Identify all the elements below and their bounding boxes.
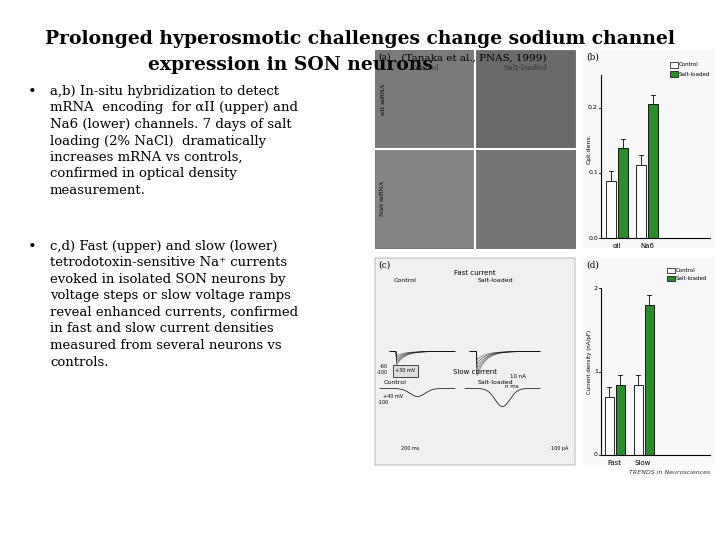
Text: a,b) In-situ hybridization to detect: a,b) In-situ hybridization to detect	[50, 85, 279, 98]
Text: Opt.dens.: Opt.dens.	[587, 134, 592, 164]
Bar	[393, 364, 418, 376]
Text: Fast: Fast	[607, 460, 621, 466]
Text: (b): (b)	[586, 53, 599, 62]
Text: 2: 2	[594, 286, 598, 291]
Text: Slow current: Slow current	[453, 368, 497, 375]
Bar	[636, 165, 646, 238]
Text: Salt-loaded: Salt-loaded	[477, 381, 513, 386]
Bar	[634, 385, 642, 455]
Text: +40 mV: +40 mV	[383, 395, 403, 400]
Bar	[376, 51, 474, 148]
Text: reveal enhanced currents, confirmed: reveal enhanced currents, confirmed	[50, 306, 298, 319]
Bar	[583, 50, 715, 248]
Text: (Tanaka et al., PNAS, 1999): (Tanaka et al., PNAS, 1999)	[398, 54, 546, 63]
Text: Slow: Slow	[635, 460, 651, 466]
Text: 100 pA: 100 pA	[552, 446, 569, 451]
Text: •: •	[28, 240, 37, 254]
Text: Na6: Na6	[640, 243, 654, 249]
Bar	[375, 50, 575, 248]
Text: 0.2: 0.2	[588, 105, 598, 110]
Text: confirmed in optical density: confirmed in optical density	[50, 167, 237, 180]
Bar	[644, 305, 654, 455]
Text: 200 ms: 200 ms	[401, 446, 419, 451]
Text: Control: Control	[679, 63, 698, 68]
Text: -60: -60	[380, 364, 388, 369]
Text: Control: Control	[394, 278, 416, 283]
Bar	[667, 268, 675, 273]
Text: Control: Control	[410, 64, 439, 72]
Text: -100: -100	[378, 401, 389, 406]
Text: measured from several neurons vs: measured from several neurons vs	[50, 339, 282, 352]
Text: loading (2% NaCl)  dramatically: loading (2% NaCl) dramatically	[50, 134, 266, 147]
Bar	[475, 51, 575, 148]
Text: tetrodotoxin-sensitive Na⁺ currents: tetrodotoxin-sensitive Na⁺ currents	[50, 256, 287, 269]
Text: c,d) Fast (upper) and slow (lower): c,d) Fast (upper) and slow (lower)	[50, 240, 277, 253]
Bar	[670, 62, 678, 68]
Text: -100: -100	[377, 370, 388, 375]
Bar	[606, 181, 616, 238]
Text: Salt-loaded: Salt-loaded	[676, 276, 707, 281]
Text: Current density (nA/pF): Current density (nA/pF)	[587, 329, 592, 394]
Bar	[616, 385, 624, 455]
Text: •: •	[28, 85, 37, 99]
Text: Fast current: Fast current	[454, 270, 496, 276]
Bar	[605, 396, 613, 455]
Text: in fast and slow current densities: in fast and slow current densities	[50, 322, 274, 335]
Text: Salt-loaded: Salt-loaded	[503, 64, 546, 72]
Text: increases mRNA vs controls,: increases mRNA vs controls,	[50, 151, 243, 164]
Bar	[376, 150, 474, 247]
Text: 0.0: 0.0	[588, 235, 598, 240]
Bar	[583, 258, 715, 465]
Text: TRENDS in Neurosciences: TRENDS in Neurosciences	[629, 470, 710, 475]
Text: Na6 mRNA: Na6 mRNA	[380, 181, 385, 216]
Text: 0: 0	[594, 453, 598, 457]
Text: αII mRNA: αII mRNA	[380, 84, 385, 115]
Bar	[375, 258, 575, 465]
Text: 0.1: 0.1	[588, 170, 598, 176]
Bar	[618, 148, 628, 238]
Text: evoked in isolated SON neurons by: evoked in isolated SON neurons by	[50, 273, 286, 286]
Text: (c): (c)	[378, 261, 390, 270]
Text: Na6 (lower) channels. 7 days of salt: Na6 (lower) channels. 7 days of salt	[50, 118, 292, 131]
Text: (d): (d)	[586, 261, 599, 270]
Text: αII: αII	[613, 243, 621, 249]
Text: (a): (a)	[378, 53, 390, 62]
Bar	[670, 71, 678, 77]
Text: voltage steps or slow voltage ramps: voltage steps or slow voltage ramps	[50, 289, 291, 302]
Text: controls.: controls.	[50, 355, 109, 368]
Text: +30 mV: +30 mV	[395, 368, 415, 374]
Text: measurement.: measurement.	[50, 184, 146, 197]
Text: Control: Control	[384, 381, 406, 386]
Text: expression in SON neurons: expression in SON neurons	[148, 56, 433, 74]
Text: Salt-loaded: Salt-loaded	[679, 71, 711, 77]
Text: Control: Control	[676, 268, 696, 273]
Text: n ms: n ms	[505, 384, 518, 389]
Bar	[667, 276, 675, 281]
Text: Salt-loaded: Salt-loaded	[477, 278, 513, 283]
Text: 10 nA: 10 nA	[510, 374, 526, 379]
Text: mRNA  encoding  for αII (upper) and: mRNA encoding for αII (upper) and	[50, 102, 298, 114]
Bar	[648, 104, 658, 238]
Bar	[475, 150, 575, 247]
Text: 1: 1	[594, 369, 598, 374]
Text: Prolonged hyperosmotic challenges change sodium channel: Prolonged hyperosmotic challenges change…	[45, 30, 675, 48]
